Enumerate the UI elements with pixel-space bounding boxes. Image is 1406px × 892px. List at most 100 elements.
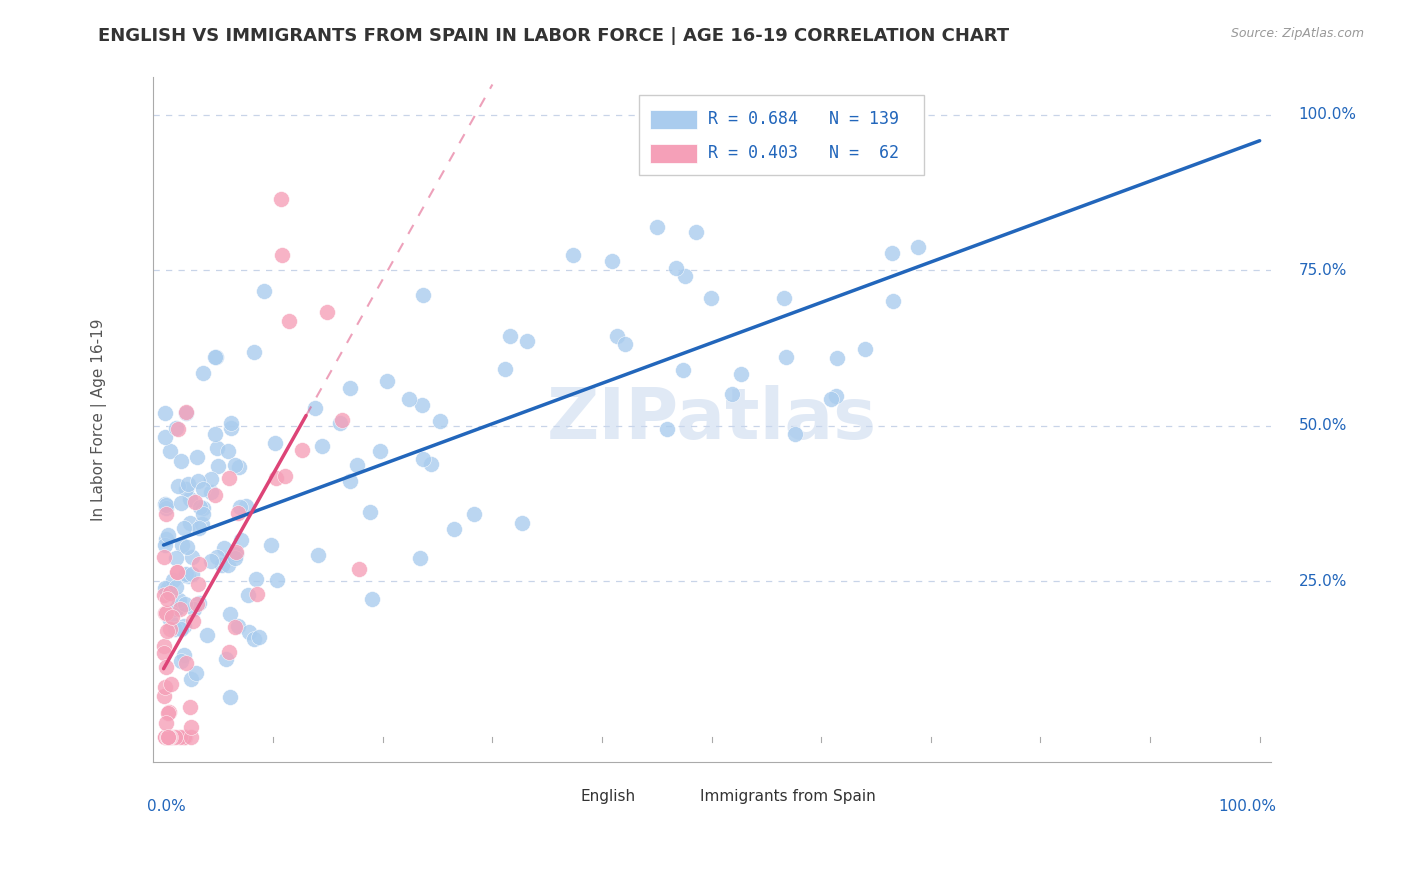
Point	[266, 573, 288, 587]
Point	[177, 569, 200, 583]
Point	[264, 471, 287, 485]
Point	[339, 475, 361, 489]
Point	[827, 351, 849, 366]
Point	[228, 459, 250, 474]
Point	[191, 482, 214, 496]
Point	[606, 328, 628, 343]
Point	[242, 345, 264, 359]
Point	[165, 580, 187, 594]
Point	[157, 528, 180, 542]
Point	[207, 459, 229, 474]
Point	[264, 436, 287, 450]
Point	[672, 363, 695, 377]
Point	[218, 607, 240, 621]
Point	[153, 689, 176, 703]
Point	[773, 291, 796, 305]
Point	[222, 547, 245, 561]
Point	[153, 588, 176, 602]
Text: 50.0%: 50.0%	[1299, 418, 1347, 434]
Point	[200, 554, 222, 568]
Point	[253, 284, 276, 298]
Point	[225, 545, 247, 559]
Point	[200, 472, 222, 486]
Point	[180, 549, 202, 564]
Point	[153, 430, 176, 444]
Text: N =  62: N = 62	[830, 145, 898, 162]
Point	[316, 304, 339, 318]
Point	[655, 422, 678, 436]
Point	[181, 566, 204, 581]
Point	[880, 245, 903, 260]
Point	[219, 417, 242, 431]
Point	[173, 619, 195, 633]
Point	[215, 652, 238, 666]
Point	[166, 565, 188, 579]
Text: In Labor Force | Age 16-19: In Labor Force | Age 16-19	[91, 318, 107, 521]
Point	[163, 730, 186, 744]
Point	[730, 367, 752, 381]
Text: R = 0.684: R = 0.684	[709, 111, 799, 128]
Point	[174, 730, 197, 744]
Point	[188, 500, 211, 515]
Point	[882, 293, 904, 308]
Point	[179, 699, 201, 714]
Text: N = 139: N = 139	[830, 111, 898, 128]
Text: 0.0%: 0.0%	[148, 799, 186, 814]
Point	[176, 566, 198, 581]
Point	[304, 401, 326, 415]
Point	[170, 654, 193, 668]
Point	[183, 495, 205, 509]
Point	[218, 690, 240, 704]
Point	[685, 225, 707, 239]
Point	[274, 469, 297, 483]
Point	[170, 496, 193, 510]
Point	[339, 381, 361, 395]
Point	[600, 254, 623, 268]
Point	[174, 406, 197, 420]
Point	[159, 730, 181, 744]
Point	[515, 334, 537, 348]
Point	[200, 485, 222, 500]
Point	[153, 406, 176, 420]
Point	[186, 450, 208, 464]
Text: ENGLISH VS IMMIGRANTS FROM SPAIN IN LABOR FORCE | AGE 16-19 CORRELATION CHART: ENGLISH VS IMMIGRANTS FROM SPAIN IN LABO…	[98, 27, 1010, 45]
Point	[174, 568, 197, 582]
FancyBboxPatch shape	[638, 95, 924, 176]
Point	[375, 374, 398, 388]
Point	[183, 602, 205, 616]
Point	[499, 328, 522, 343]
Point	[225, 547, 247, 561]
Point	[360, 591, 382, 606]
Point	[398, 392, 420, 406]
Point	[157, 730, 180, 744]
Point	[155, 606, 177, 620]
Point	[173, 521, 195, 535]
Point	[211, 558, 233, 573]
Point	[218, 645, 240, 659]
Point	[166, 565, 188, 579]
Point	[176, 540, 198, 554]
Point	[205, 350, 228, 364]
Point	[204, 487, 226, 501]
Point	[328, 416, 350, 430]
Point	[824, 388, 846, 402]
Point	[347, 562, 370, 576]
Point	[242, 632, 264, 647]
Point	[155, 730, 177, 744]
Point	[167, 593, 190, 607]
Text: 100.0%: 100.0%	[1218, 799, 1277, 814]
Point	[155, 508, 177, 522]
Point	[174, 597, 197, 611]
Point	[183, 615, 205, 629]
Point	[665, 261, 688, 276]
Point	[212, 541, 235, 556]
Point	[246, 587, 269, 601]
Point	[179, 491, 201, 506]
Point	[159, 614, 181, 628]
FancyBboxPatch shape	[650, 144, 697, 163]
Point	[163, 623, 186, 637]
Point	[155, 501, 177, 516]
Point	[494, 362, 516, 376]
Point	[155, 498, 177, 512]
Point	[162, 574, 184, 588]
